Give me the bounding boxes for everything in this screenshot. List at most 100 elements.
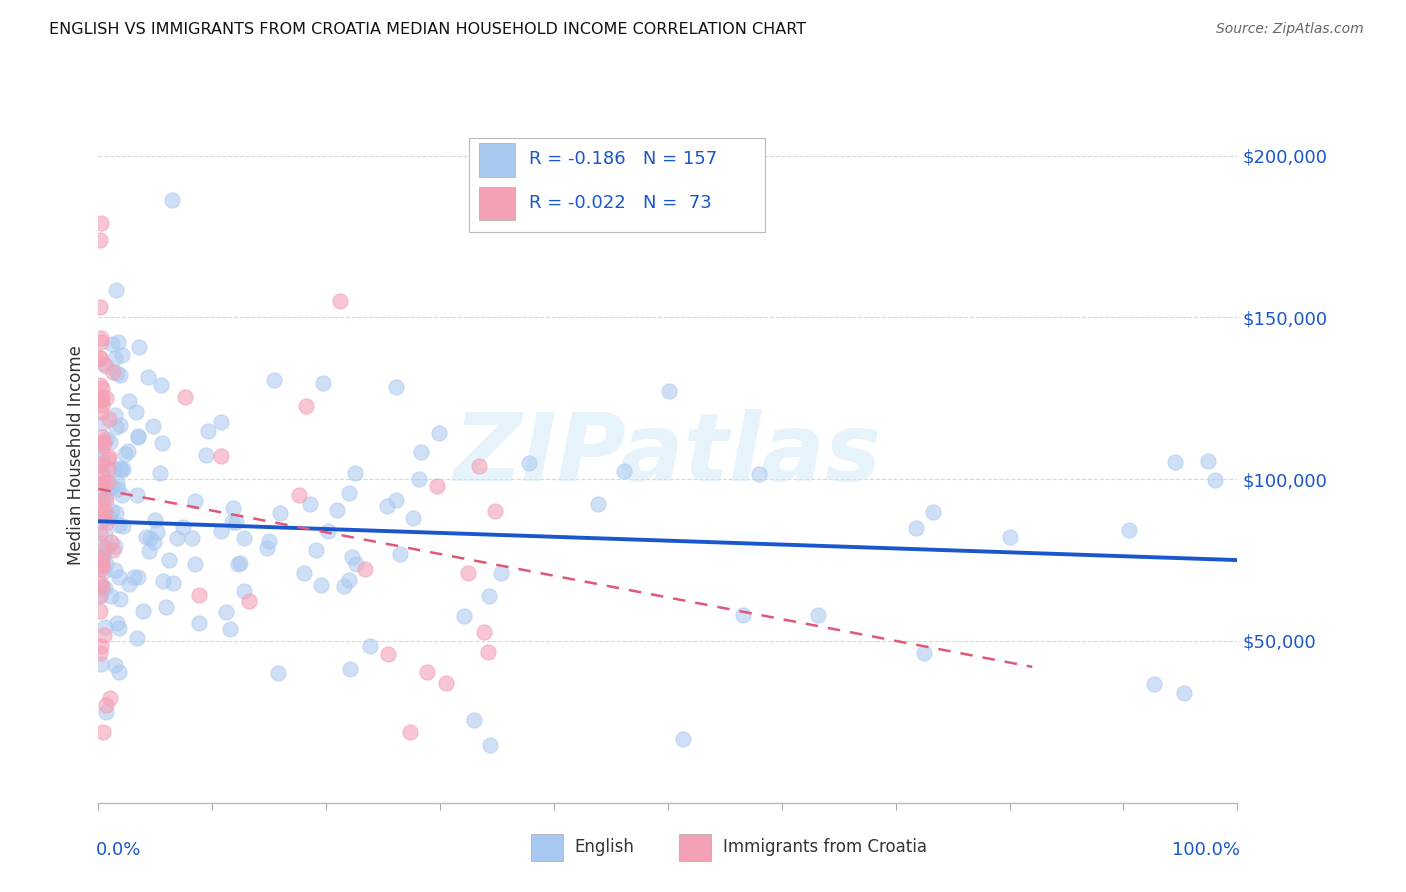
Point xyxy=(97,412,120,426)
Point xyxy=(149,466,172,480)
Point xyxy=(91,724,114,739)
Point xyxy=(94,504,117,518)
Point xyxy=(517,456,540,470)
Point xyxy=(807,607,830,622)
Point xyxy=(1204,473,1226,487)
Point xyxy=(294,399,316,413)
Point xyxy=(181,531,204,545)
Point xyxy=(108,368,131,382)
Point xyxy=(89,558,111,572)
Point xyxy=(353,562,375,576)
Point xyxy=(484,504,506,518)
Text: 100.0%: 100.0% xyxy=(1171,841,1240,859)
Point xyxy=(613,465,636,479)
Point xyxy=(328,293,350,308)
Point xyxy=(194,448,217,462)
Point xyxy=(89,604,111,618)
Point xyxy=(162,576,184,591)
Point xyxy=(101,479,124,493)
Point xyxy=(375,499,398,513)
Point xyxy=(125,488,148,502)
Point xyxy=(139,532,162,546)
Text: ENGLISH VS IMMIGRANTS FROM CROATIA MEDIAN HOUSEHOLD INCOME CORRELATION CHART: ENGLISH VS IMMIGRANTS FROM CROATIA MEDIA… xyxy=(49,22,806,37)
Point xyxy=(101,365,124,379)
Point xyxy=(344,557,367,571)
FancyBboxPatch shape xyxy=(479,187,515,220)
Point xyxy=(128,340,150,354)
Point xyxy=(90,466,112,480)
Point xyxy=(104,657,127,672)
Point xyxy=(90,334,112,349)
Point xyxy=(155,599,177,614)
Point xyxy=(105,476,128,491)
Point xyxy=(105,506,128,520)
Point xyxy=(93,628,115,642)
Point xyxy=(89,551,111,566)
Point xyxy=(108,665,131,680)
Point xyxy=(91,398,114,412)
Point xyxy=(93,511,115,525)
Point xyxy=(91,390,114,404)
Point xyxy=(89,535,111,549)
Point xyxy=(90,487,112,501)
Point xyxy=(905,521,928,535)
Point xyxy=(233,584,256,599)
Point xyxy=(472,624,495,639)
Point xyxy=(91,555,114,569)
Point xyxy=(142,418,165,433)
Point xyxy=(221,516,243,530)
Text: Immigrants from Croatia: Immigrants from Croatia xyxy=(723,838,927,855)
Point xyxy=(228,556,250,570)
Point xyxy=(93,357,115,371)
Point xyxy=(658,384,681,399)
Point xyxy=(377,647,399,661)
Point xyxy=(172,519,194,533)
Point xyxy=(104,351,127,366)
Point xyxy=(215,605,238,619)
Point xyxy=(187,588,209,602)
Point xyxy=(104,563,127,577)
Point xyxy=(173,390,195,404)
Point xyxy=(309,578,332,592)
Point xyxy=(90,515,112,529)
Point xyxy=(136,370,159,384)
Point xyxy=(586,497,609,511)
Point xyxy=(1164,455,1187,469)
Point xyxy=(339,661,361,675)
Point xyxy=(90,561,112,575)
Point xyxy=(90,559,112,574)
Point xyxy=(101,504,124,518)
Point xyxy=(912,647,935,661)
Point xyxy=(90,477,112,491)
Point xyxy=(90,393,112,408)
Point xyxy=(89,377,111,392)
Text: R = -0.022   N =  73: R = -0.022 N = 73 xyxy=(529,194,711,212)
Point xyxy=(90,549,112,563)
Point xyxy=(263,373,285,387)
FancyBboxPatch shape xyxy=(479,144,515,177)
Point xyxy=(209,449,232,463)
Point xyxy=(225,516,247,530)
Point xyxy=(238,594,260,608)
FancyBboxPatch shape xyxy=(531,834,562,861)
Point xyxy=(463,713,485,727)
Point xyxy=(326,503,349,517)
Point xyxy=(135,530,157,544)
Point xyxy=(489,566,512,580)
Point xyxy=(110,417,132,432)
Point xyxy=(91,381,114,395)
Point xyxy=(114,447,136,461)
Point xyxy=(222,500,245,515)
Point xyxy=(94,698,117,712)
Point xyxy=(89,233,111,247)
Point xyxy=(453,608,475,623)
Point xyxy=(93,435,115,450)
Point xyxy=(111,488,134,502)
Text: English: English xyxy=(575,838,634,855)
Point xyxy=(312,376,335,390)
Point xyxy=(94,619,117,633)
Point xyxy=(333,579,356,593)
Point xyxy=(91,549,114,563)
Point xyxy=(103,461,125,475)
Point xyxy=(388,547,411,561)
